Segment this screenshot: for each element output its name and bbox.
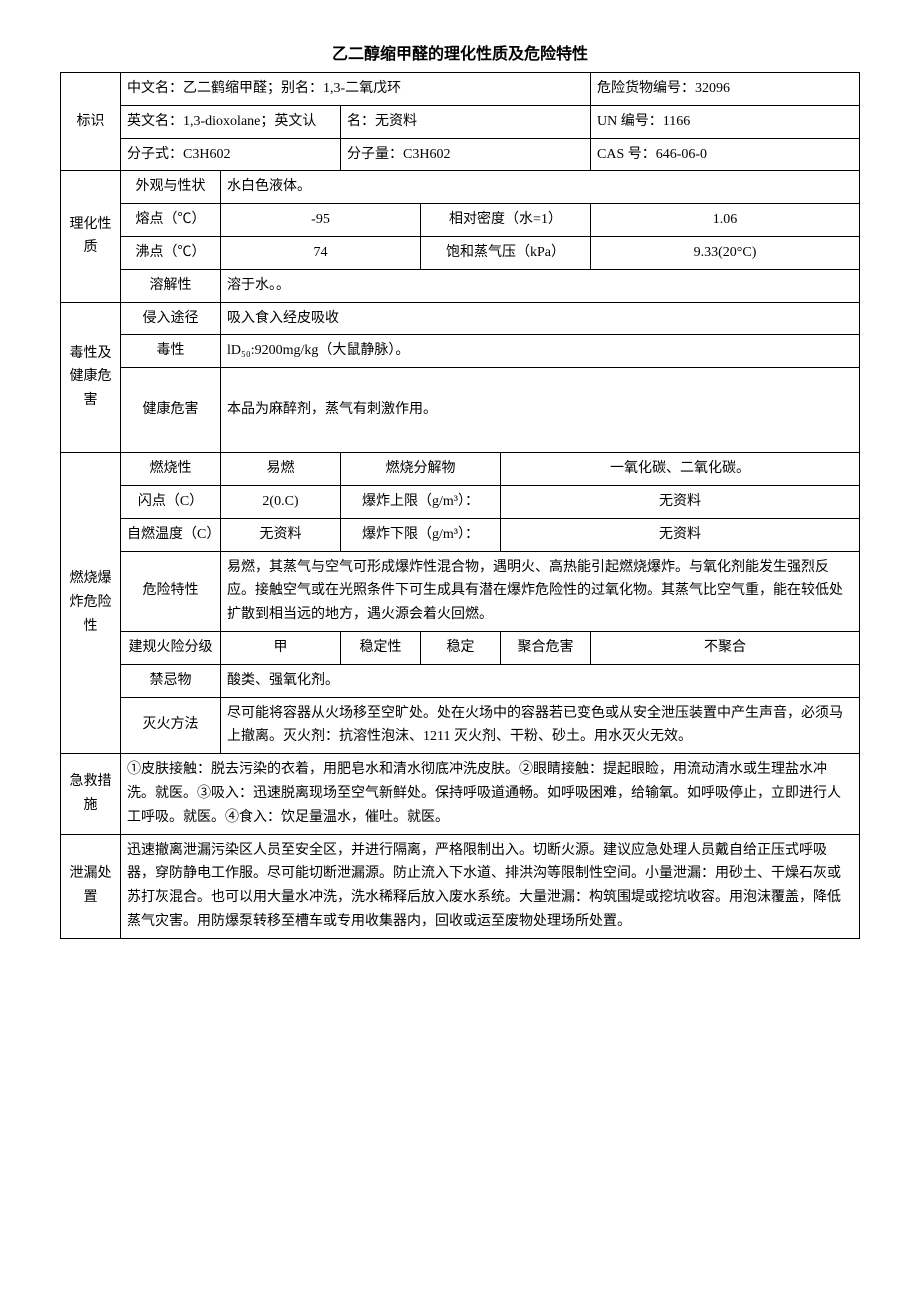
vapor-label: 饱和蒸气压（kPa） <box>421 236 591 269</box>
english-name-value: 名：无资料 <box>341 105 591 138</box>
autoign-label: 自燃温度（C） <box>121 518 221 551</box>
health-value: 本品为麻醉剂，蒸气有刺激作用。 <box>221 368 860 453</box>
appearance-label: 外观与性状 <box>121 171 221 204</box>
solubility-label: 溶解性 <box>121 269 221 302</box>
health-label: 健康危害 <box>121 368 221 453</box>
vapor-value: 9.33(20°C) <box>591 236 860 269</box>
extinguish-value: 尽可能将容器从火场移至空旷处。处在火场中的容器若已变色或从安全泄压装置中产生声音… <box>221 697 860 754</box>
route-value: 吸入食入经皮吸收 <box>221 302 860 335</box>
firstaid-value: ①皮肤接触：脱去污染的衣着，用肥皂水和清水彻底冲洗皮肤。②眼睛接触：提起眼睑，用… <box>121 754 860 834</box>
flammability-label: 燃烧性 <box>121 453 221 486</box>
appearance-value: 水白色液体。 <box>221 171 860 204</box>
section-leak: 泄漏处置 <box>61 834 121 938</box>
polymer-label: 聚合危害 <box>501 631 591 664</box>
decomp-value: 一氧化碳、二氧化碳。 <box>501 453 860 486</box>
fire-class-label: 建规火险分级 <box>121 631 221 664</box>
leak-value: 迅速撤离泄漏污染区人员至安全区，并进行隔离，严格限制出入。切断火源。建议应急处理… <box>121 834 860 938</box>
autoign-value: 无资料 <box>221 518 341 551</box>
lower-value: 无资料 <box>501 518 860 551</box>
boiling-label: 沸点（℃） <box>121 236 221 269</box>
section-combustion: 燃烧爆炸危险性 <box>61 453 121 754</box>
route-label: 侵入途径 <box>121 302 221 335</box>
lower-label: 爆炸下限（g/m³）： <box>341 518 501 551</box>
melting-label: 熔点（℃） <box>121 204 221 237</box>
solubility-value: 溶于水。。 <box>221 269 860 302</box>
incompat-label: 禁忌物 <box>121 664 221 697</box>
section-physical: 理化性质 <box>61 171 121 302</box>
section-firstaid: 急救措施 <box>61 754 121 834</box>
stability-value: 稳定 <box>421 631 501 664</box>
un-number: UN 编号：1166 <box>591 105 860 138</box>
hazard-char-label: 危险特性 <box>121 551 221 631</box>
document-title: 乙二醇缩甲醛的理化性质及危险特性 <box>60 40 860 64</box>
hazard-char-value: 易燃，其蒸气与空气可形成爆炸性混合物，遇明火、高热能引起燃烧爆炸。与氧化剂能发生… <box>221 551 860 631</box>
chinese-name: 中文名：乙二鹤缩甲醛；别名：1,3-二氧戊环 <box>121 73 591 106</box>
fire-class-value: 甲 <box>221 631 341 664</box>
section-identification: 标识 <box>61 73 121 171</box>
molweight: 分子量：C3H602 <box>341 138 591 171</box>
polymer-value: 不聚合 <box>591 631 860 664</box>
flammability-value: 易燃 <box>221 453 341 486</box>
msds-table: 标识 中文名：乙二鹤缩甲醛；别名：1,3-二氧戊环 危险货物编号：32096 英… <box>60 72 860 939</box>
boiling-value: 74 <box>221 236 421 269</box>
hazard-code: 危险货物编号：32096 <box>591 73 860 106</box>
stability-label: 稳定性 <box>341 631 421 664</box>
density-value: 1.06 <box>591 204 860 237</box>
section-toxicity: 毒性及健康危害 <box>61 302 121 453</box>
english-name-label: 英文名：1,3-dioxolane；英文认 <box>121 105 341 138</box>
cas-number: CAS 号：646-06-0 <box>591 138 860 171</box>
density-label: 相对密度（水=1） <box>421 204 591 237</box>
decomp-label: 燃烧分解物 <box>341 453 501 486</box>
flash-value: 2(0.C) <box>221 485 341 518</box>
extinguish-label: 灭火方法 <box>121 697 221 754</box>
melting-value: -95 <box>221 204 421 237</box>
tox-label: 毒性 <box>121 335 221 368</box>
upper-value: 无资料 <box>501 485 860 518</box>
formula: 分子式：C3H602 <box>121 138 341 171</box>
upper-label: 爆炸上限（g/m³）： <box>341 485 501 518</box>
flash-label: 闪点（C） <box>121 485 221 518</box>
incompat-value: 酸类、强氧化剂。 <box>221 664 860 697</box>
tox-value: lD₅₀:9200mg/kg（大鼠静脉）。 <box>221 335 860 368</box>
